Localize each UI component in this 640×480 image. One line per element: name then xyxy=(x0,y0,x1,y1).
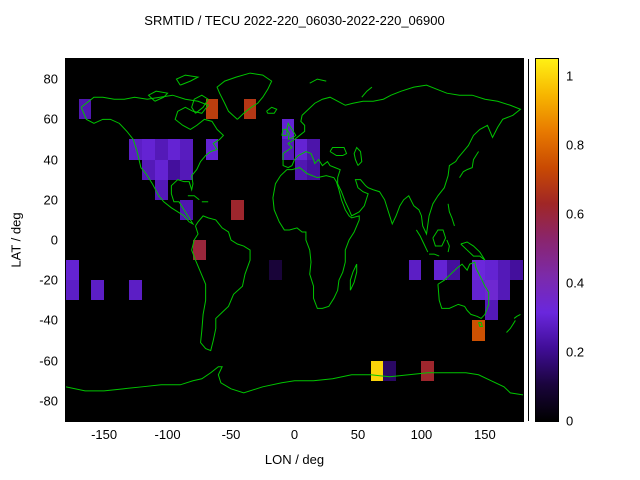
y-tick-label: 80 xyxy=(43,71,58,87)
coastline-path xyxy=(188,196,199,200)
coastline-path xyxy=(514,314,520,318)
heatmap-cell xyxy=(497,280,511,301)
coastline-path xyxy=(460,152,479,178)
chart-title: SRMTID / TECU 2022-220_06030-2022-220_06… xyxy=(144,13,445,28)
coastline-path xyxy=(192,216,250,351)
colorbar-tick-label: 1 xyxy=(566,68,574,84)
colorbar-tick-label: 0 xyxy=(566,413,574,429)
y-tick-label: 0 xyxy=(50,232,58,248)
x-axis-title: LON / deg xyxy=(264,452,325,467)
coastline-path xyxy=(273,168,359,309)
heatmap-cell xyxy=(78,99,92,120)
heatmap-cell xyxy=(408,260,422,281)
heatmap-cell xyxy=(472,280,485,301)
x-tick-label: 50 xyxy=(350,427,366,442)
world-coastline-map xyxy=(66,59,523,421)
heatmap-cell xyxy=(484,260,498,281)
coastline-path xyxy=(217,73,272,119)
x-tick-label: 0 xyxy=(290,427,299,442)
coastline-path xyxy=(310,79,327,83)
y-tick-label: 40 xyxy=(43,152,58,168)
heatmap-cell xyxy=(129,280,143,301)
heatmap-cell xyxy=(434,260,447,281)
colorbar-tick-label: 0.8 xyxy=(566,137,585,153)
heatmap-cell xyxy=(294,159,308,180)
colorbar-tick-label: 0.4 xyxy=(566,275,585,291)
heatmap-cell xyxy=(180,199,193,220)
plot-right-rule xyxy=(528,59,529,421)
heatmap-cell xyxy=(180,139,193,160)
y-tick-label: -80 xyxy=(39,393,58,409)
coastline-path xyxy=(506,320,515,332)
heatmap-cell xyxy=(269,260,282,281)
x-tick-label: -150 xyxy=(91,427,118,442)
heatmap-cell xyxy=(180,159,193,180)
y-tick-label: 60 xyxy=(43,111,58,127)
coastline-path xyxy=(81,95,223,224)
heatmap-cell xyxy=(129,139,143,160)
heatmap-cell xyxy=(205,99,219,120)
heatmap-cell xyxy=(91,280,105,301)
colorbar xyxy=(536,59,558,421)
coastline-path xyxy=(461,242,485,260)
heatmap-cell xyxy=(66,280,79,301)
coastline-path xyxy=(283,85,520,234)
y-tick-label: -40 xyxy=(39,312,58,328)
y-tick-label: -60 xyxy=(39,353,58,369)
heatmap-cells-layer xyxy=(66,59,523,421)
colorbar-tick-label: 0.2 xyxy=(566,344,585,360)
coastline-path xyxy=(267,107,277,113)
colorbar-tick-label: 0.6 xyxy=(566,206,585,222)
x-tick-label: 100 xyxy=(410,427,433,442)
coastline-path xyxy=(350,264,356,290)
heatmap-cell xyxy=(510,260,523,281)
coastline-path xyxy=(416,230,427,252)
heatmap-cell xyxy=(167,159,181,180)
coastline-path xyxy=(433,230,446,246)
coastline-path xyxy=(429,254,439,256)
coastline-path xyxy=(192,95,209,113)
heatmap-cell xyxy=(497,260,511,281)
coastline-path xyxy=(149,91,168,101)
x-tick-label: 150 xyxy=(474,427,496,442)
coastline-path xyxy=(66,367,523,395)
heatmap-cell xyxy=(154,159,168,180)
coastline-path xyxy=(479,322,483,326)
coastline-path xyxy=(330,147,347,155)
coastline-path xyxy=(448,204,454,226)
heatmap-cell xyxy=(243,99,257,120)
heatmap-cell xyxy=(167,139,181,160)
heatmap-cell xyxy=(231,199,244,220)
heatmap-cell xyxy=(294,139,308,160)
y-tick-label: 20 xyxy=(43,192,58,208)
heatmap-cell xyxy=(281,119,295,140)
coastline-path xyxy=(362,87,372,97)
coastline-path xyxy=(176,75,198,85)
y-tick-label: -20 xyxy=(39,272,58,288)
heatmap-cell xyxy=(205,139,219,160)
x-tick-label: -50 xyxy=(221,427,241,442)
heatmap-cell xyxy=(307,139,320,160)
heatmap-cell xyxy=(154,139,168,160)
coastline-path xyxy=(287,123,296,139)
heatmap-cell xyxy=(484,280,498,301)
heatmap-cell xyxy=(142,159,155,180)
heatmap-cell xyxy=(192,240,206,261)
coastline-path xyxy=(354,147,362,165)
coastline-path xyxy=(282,129,287,135)
x-tick-label: -100 xyxy=(154,427,181,442)
heatmap-cell xyxy=(66,260,79,281)
plot-area xyxy=(66,59,523,421)
heatmap-cell xyxy=(142,139,155,160)
heatmap-cell xyxy=(421,360,435,381)
coastline-path xyxy=(447,240,450,252)
heatmap-cell xyxy=(383,360,397,381)
coastline-path xyxy=(438,262,489,318)
